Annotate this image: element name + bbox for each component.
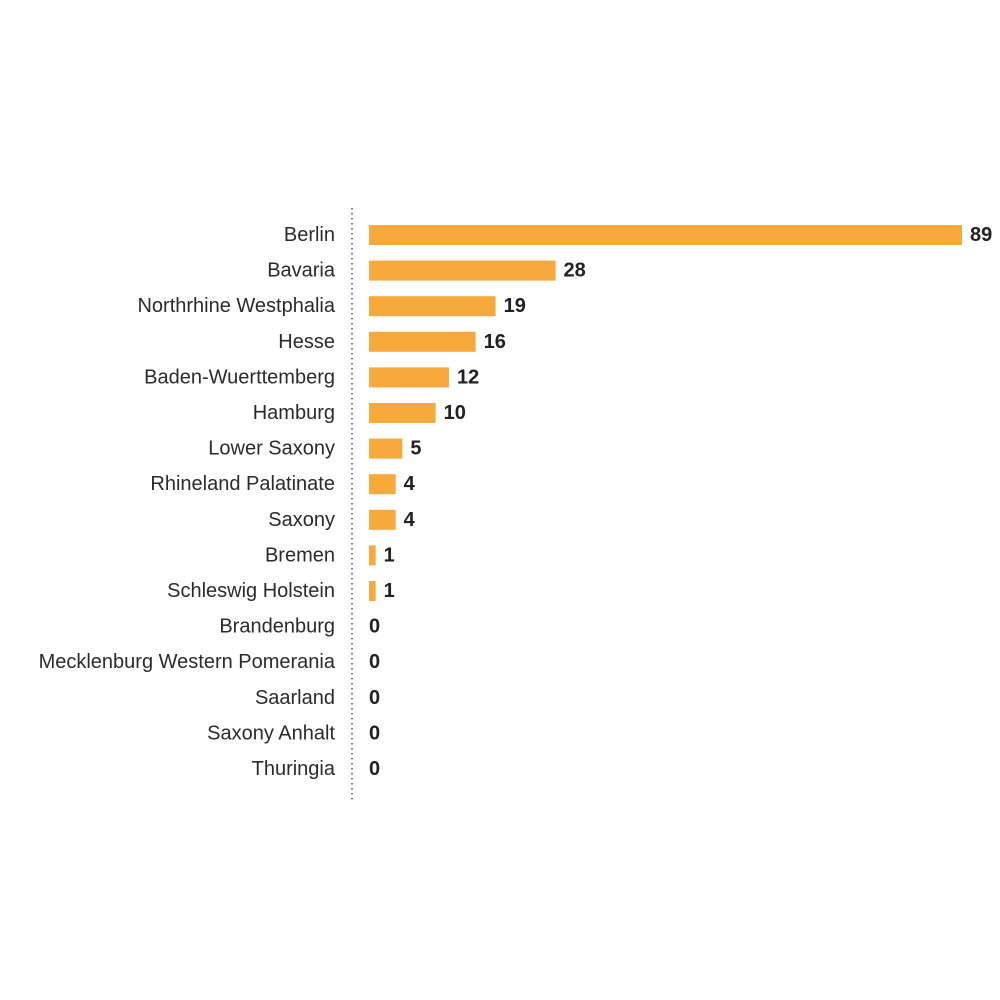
category-label: Thuringia [252, 758, 336, 780]
bars-group: Berlin 89 Bavaria 28 Northrhine Westphalia 19… [39, 224, 993, 780]
category-label: Northrhine Westphalia [137, 295, 335, 317]
value-label: 12 [457, 366, 479, 388]
value-label: 89 [970, 224, 992, 246]
category-label: Rhineland Palatinate [150, 473, 335, 495]
value-label: 1 [384, 580, 395, 602]
category-label: Saxony Anhalt [207, 722, 335, 744]
bar [369, 331, 476, 352]
category-label: Bremen [265, 544, 335, 566]
value-label: 0 [369, 687, 380, 709]
value-label: 4 [404, 509, 416, 531]
category-label: Schleswig Holstein [167, 580, 335, 602]
category-label: Berlin [284, 224, 335, 246]
category-label: Hesse [278, 331, 335, 353]
value-label: 19 [504, 295, 526, 317]
bar [369, 296, 496, 317]
category-label: Bavaria [267, 260, 336, 282]
bar [369, 260, 556, 281]
value-label: 1 [384, 544, 395, 566]
value-label: 16 [484, 331, 506, 353]
category-label: Baden-Wuerttemberg [144, 366, 335, 388]
value-label: 28 [564, 260, 586, 282]
value-label: 0 [369, 722, 380, 744]
category-label: Saxony [268, 509, 335, 531]
value-label: 10 [444, 402, 466, 424]
value-label: 0 [369, 758, 380, 780]
category-label: Brandenburg [219, 616, 335, 638]
bar [369, 403, 436, 423]
bar [369, 225, 962, 245]
bar [369, 438, 403, 459]
value-label: 0 [369, 616, 380, 638]
bar [369, 581, 376, 601]
category-label: Mecklenburg Western Pomerania [39, 651, 336, 673]
category-label: Lower Saxony [208, 438, 335, 460]
bar [369, 545, 376, 566]
category-label: Hamburg [253, 402, 335, 424]
bar [369, 509, 396, 530]
value-label: 5 [410, 438, 421, 460]
category-label: Saarland [255, 687, 335, 709]
bar [369, 474, 396, 495]
value-label: 4 [404, 473, 416, 495]
bar [369, 367, 449, 388]
value-label: 0 [369, 651, 380, 673]
